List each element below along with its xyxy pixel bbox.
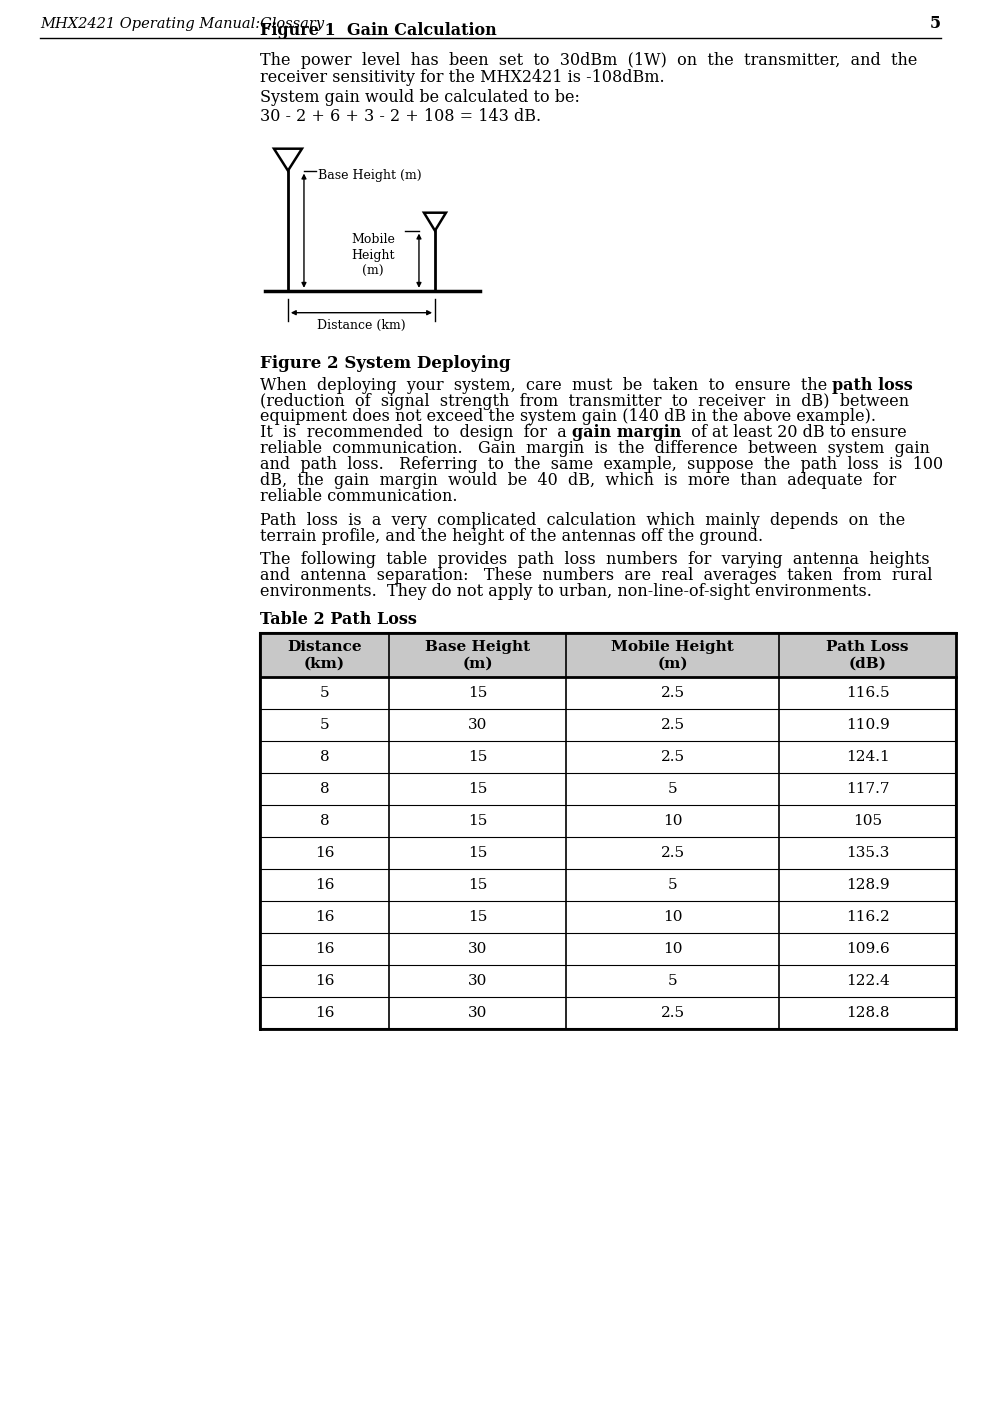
Text: 128.8: 128.8: [846, 1006, 890, 1020]
Text: 16: 16: [315, 846, 335, 860]
Text: and  antenna  separation:   These  numbers  are  real  averages  taken  from  ru: and antenna separation: These numbers ar…: [260, 568, 933, 585]
Text: 30: 30: [468, 975, 488, 989]
Text: Base Height (m): Base Height (m): [318, 169, 422, 182]
Text: 5: 5: [320, 687, 330, 701]
Text: Mobile Height
(m): Mobile Height (m): [611, 640, 734, 671]
Text: 105: 105: [853, 815, 882, 829]
Text: of at least 20 dB to ensure: of at least 20 dB to ensure: [681, 424, 907, 441]
Text: equipment does not exceed the system gain (140 dB in the above example).: equipment does not exceed the system gai…: [260, 409, 876, 426]
Text: Figure 1  Gain Calculation: Figure 1 Gain Calculation: [260, 23, 496, 38]
Text: 15: 15: [468, 911, 488, 924]
Text: 30: 30: [468, 1006, 488, 1020]
Text: 15: 15: [468, 751, 488, 765]
Text: 10: 10: [663, 815, 683, 829]
Text: 10: 10: [663, 911, 683, 924]
Text: Figure 2 System Deploying: Figure 2 System Deploying: [260, 355, 510, 372]
Text: Table 2 Path Loss: Table 2 Path Loss: [260, 612, 417, 629]
Text: 30 - 2 + 6 + 3 - 2 + 108 = 143 dB.: 30 - 2 + 6 + 3 - 2 + 108 = 143 dB.: [260, 108, 542, 125]
Text: Path Loss
(dB): Path Loss (dB): [826, 640, 909, 671]
Text: environments.  They do not apply to urban, non-line-of-sight environments.: environments. They do not apply to urban…: [260, 583, 872, 600]
Text: Path  loss  is  a  very  complicated  calculation  which  mainly  depends  on  t: Path loss is a very complicated calculat…: [260, 512, 905, 529]
Text: 5: 5: [320, 718, 330, 732]
Text: 128.9: 128.9: [846, 878, 890, 893]
Text: 5: 5: [668, 878, 678, 893]
Text: 15: 15: [468, 846, 488, 860]
Text: Distance (km): Distance (km): [317, 319, 406, 332]
Text: Distance
(km): Distance (km): [287, 640, 362, 671]
Text: path loss: path loss: [832, 376, 913, 393]
Text: 8: 8: [320, 815, 330, 829]
Bar: [260, 633, 956, 1029]
Text: gain margin: gain margin: [572, 424, 681, 441]
Text: 2.5: 2.5: [660, 1006, 685, 1020]
Text: 30: 30: [468, 942, 488, 956]
Text: 5: 5: [668, 975, 678, 989]
Text: 110.9: 110.9: [846, 718, 890, 732]
Text: 15: 15: [468, 782, 488, 796]
Text: 116.2: 116.2: [846, 911, 890, 924]
Text: terrain profile, and the height of the antennas off the ground.: terrain profile, and the height of the a…: [260, 528, 763, 545]
Text: It  is  recommended  to  design  for  a: It is recommended to design for a: [260, 424, 572, 441]
Text: 16: 16: [315, 911, 335, 924]
Text: 2.5: 2.5: [660, 718, 685, 732]
Text: 16: 16: [315, 1006, 335, 1020]
Text: The  following  table  provides  path  loss  numbers  for  varying  antenna  hei: The following table provides path loss n…: [260, 552, 930, 569]
Text: 135.3: 135.3: [846, 846, 890, 860]
Text: (reduction  of  signal  strength  from  transmitter  to  receiver  in  dB)  betw: (reduction of signal strength from trans…: [260, 393, 909, 410]
Text: The  power  level  has  been  set  to  30dBm  (1W)  on  the  transmitter,  and  : The power level has been set to 30dBm (1…: [260, 53, 917, 70]
Text: 122.4: 122.4: [846, 975, 890, 989]
Text: 2.5: 2.5: [660, 687, 685, 701]
Text: 8: 8: [320, 782, 330, 796]
Text: 15: 15: [468, 878, 488, 893]
Text: System gain would be calculated to be:: System gain would be calculated to be:: [260, 89, 580, 106]
Text: 16: 16: [315, 975, 335, 989]
Text: 5: 5: [930, 16, 941, 33]
Text: dB,  the  gain  margin  would  be  40  dB,  which  is  more  than  adequate  for: dB, the gain margin would be 40 dB, whic…: [260, 473, 897, 490]
Text: Mobile
Height
(m): Mobile Height (m): [351, 233, 394, 278]
Text: 116.5: 116.5: [846, 687, 890, 701]
Text: 109.6: 109.6: [846, 942, 890, 956]
Text: 15: 15: [468, 687, 488, 701]
Text: Base Height
(m): Base Height (m): [425, 640, 530, 671]
Text: 16: 16: [315, 942, 335, 956]
Text: 16: 16: [315, 878, 335, 893]
Text: 30: 30: [468, 718, 488, 732]
Text: 2.5: 2.5: [660, 751, 685, 765]
Text: 2.5: 2.5: [660, 846, 685, 860]
Text: MHX2421 Operating Manual:Glossary: MHX2421 Operating Manual:Glossary: [40, 17, 324, 31]
Text: 5: 5: [668, 782, 678, 796]
Text: reliable  communication.   Gain  margin  is  the  difference  between  system  g: reliable communication. Gain margin is t…: [260, 440, 930, 457]
Text: 124.1: 124.1: [846, 751, 890, 765]
Text: 8: 8: [320, 751, 330, 765]
Text: 15: 15: [468, 815, 488, 829]
Text: and  path  loss.   Referring  to  the  same  example,  suppose  the  path  loss : and path loss. Referring to the same exa…: [260, 455, 943, 473]
Text: When  deploying  your  system,  care  must  be  taken  to  ensure  the: When deploying your system, care must be…: [260, 376, 832, 393]
Text: reliable communication.: reliable communication.: [260, 488, 457, 505]
Text: 10: 10: [663, 942, 683, 956]
Text: 117.7: 117.7: [846, 782, 890, 796]
Bar: [260, 633, 956, 677]
Text: receiver sensitivity for the MHX2421 is -108dBm.: receiver sensitivity for the MHX2421 is …: [260, 68, 664, 85]
